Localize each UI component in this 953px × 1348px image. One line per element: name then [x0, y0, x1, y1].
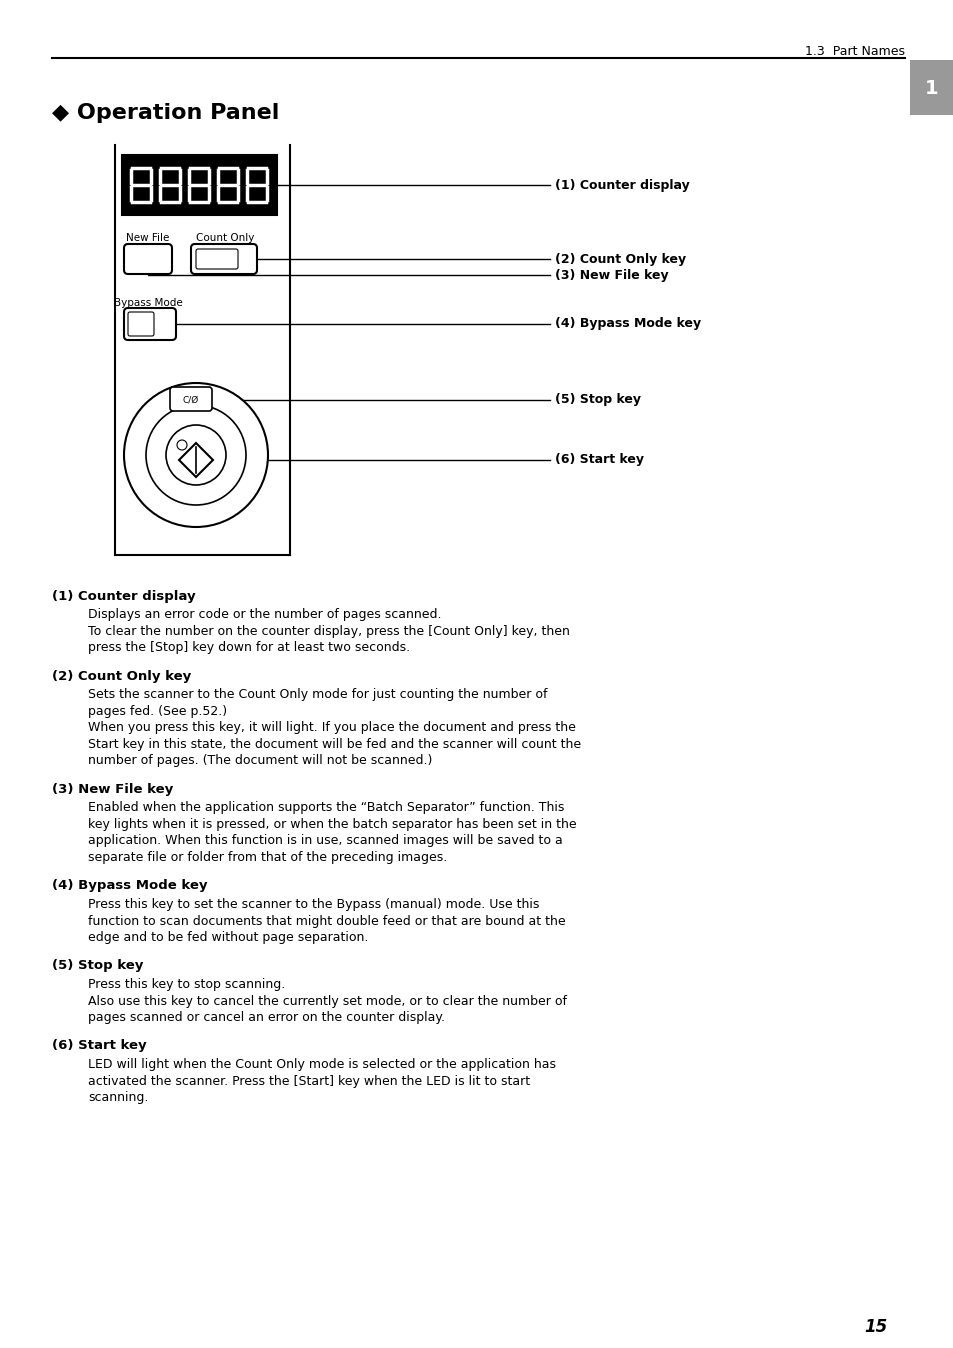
- Text: Also use this key to cancel the currently set mode, or to clear the number of: Also use this key to cancel the currentl…: [88, 995, 566, 1007]
- Text: Displays an error code or the number of pages scanned.: Displays an error code or the number of …: [88, 608, 441, 621]
- FancyBboxPatch shape: [124, 244, 172, 274]
- Text: Enabled when the application supports the “Batch Separator” function. This: Enabled when the application supports th…: [88, 802, 564, 814]
- Text: ◆ Operation Panel: ◆ Operation Panel: [52, 102, 279, 123]
- Text: (5) Stop key: (5) Stop key: [555, 394, 640, 407]
- Text: (2) Count Only key: (2) Count Only key: [555, 252, 685, 266]
- Text: (5) Stop key: (5) Stop key: [52, 960, 143, 972]
- Text: Bypass Mode: Bypass Mode: [113, 298, 182, 307]
- Text: Count Only: Count Only: [195, 233, 253, 243]
- Text: (1) Counter display: (1) Counter display: [555, 178, 689, 191]
- Polygon shape: [179, 443, 213, 477]
- Text: (4) Bypass Mode key: (4) Bypass Mode key: [52, 879, 208, 892]
- Text: Sets the scanner to the Count Only mode for just counting the number of: Sets the scanner to the Count Only mode …: [88, 689, 547, 701]
- Text: LED will light when the Count Only mode is selected or the application has: LED will light when the Count Only mode …: [88, 1058, 556, 1072]
- Text: scanning.: scanning.: [88, 1091, 149, 1104]
- Text: New File: New File: [126, 233, 170, 243]
- Text: (3) New File key: (3) New File key: [555, 268, 668, 282]
- Text: key lights when it is pressed, or when the batch separator has been set in the: key lights when it is pressed, or when t…: [88, 818, 576, 830]
- FancyBboxPatch shape: [191, 244, 256, 274]
- Circle shape: [177, 439, 187, 450]
- FancyBboxPatch shape: [128, 311, 153, 336]
- FancyBboxPatch shape: [195, 249, 237, 270]
- Text: To clear the number on the counter display, press the [Count Only] key, then: To clear the number on the counter displ…: [88, 625, 569, 638]
- Text: activated the scanner. Press the [Start] key when the LED is lit to start: activated the scanner. Press the [Start]…: [88, 1074, 530, 1088]
- Text: number of pages. (The document will not be scanned.): number of pages. (The document will not …: [88, 755, 432, 767]
- Text: (3) New File key: (3) New File key: [52, 783, 173, 797]
- Text: pages scanned or cancel an error on the counter display.: pages scanned or cancel an error on the …: [88, 1011, 444, 1024]
- Text: Press this key to stop scanning.: Press this key to stop scanning.: [88, 979, 285, 991]
- Text: function to scan documents that might double feed or that are bound at the: function to scan documents that might do…: [88, 914, 565, 927]
- Text: (6) Start key: (6) Start key: [555, 453, 643, 466]
- Text: (1) Counter display: (1) Counter display: [52, 590, 195, 603]
- Bar: [909, 61, 953, 115]
- Text: (2) Count Only key: (2) Count Only key: [52, 670, 191, 683]
- Text: When you press this key, it will light. If you place the document and press the: When you press this key, it will light. …: [88, 721, 576, 735]
- Text: separate file or folder from that of the preceding images.: separate file or folder from that of the…: [88, 851, 447, 864]
- Text: Press this key to set the scanner to the Bypass (manual) mode. Use this: Press this key to set the scanner to the…: [88, 898, 538, 911]
- Text: application. When this function is in use, scanned images will be saved to a: application. When this function is in us…: [88, 834, 562, 848]
- Text: 1: 1: [924, 78, 938, 97]
- Circle shape: [166, 425, 226, 485]
- Text: C/Ø: C/Ø: [183, 395, 199, 404]
- Text: pages fed. (See p.52.): pages fed. (See p.52.): [88, 705, 227, 718]
- FancyBboxPatch shape: [124, 307, 175, 340]
- Text: 1.3  Part Names: 1.3 Part Names: [804, 44, 904, 58]
- Text: Start key in this state, the document will be fed and the scanner will count the: Start key in this state, the document wi…: [88, 737, 580, 751]
- Circle shape: [124, 383, 268, 527]
- FancyBboxPatch shape: [170, 387, 212, 411]
- Text: (6) Start key: (6) Start key: [52, 1039, 147, 1053]
- Text: edge and to be fed without page separation.: edge and to be fed without page separati…: [88, 931, 368, 944]
- Circle shape: [146, 404, 246, 506]
- Bar: [122, 155, 276, 214]
- Text: 15: 15: [863, 1318, 887, 1336]
- Text: (4) Bypass Mode key: (4) Bypass Mode key: [555, 318, 700, 330]
- Text: press the [Stop] key down for at least two seconds.: press the [Stop] key down for at least t…: [88, 642, 410, 655]
